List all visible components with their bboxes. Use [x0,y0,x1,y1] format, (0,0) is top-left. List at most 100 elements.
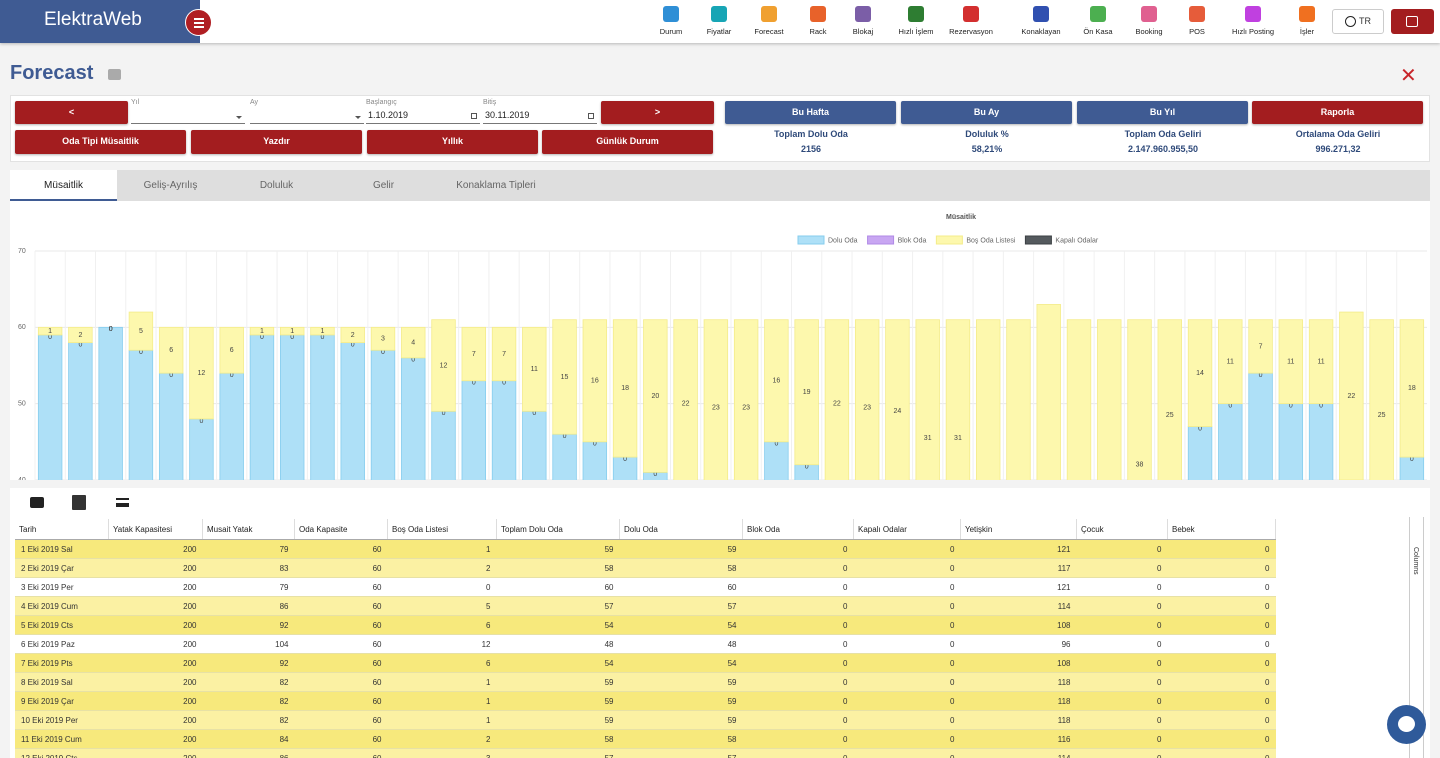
bar-segment [401,357,426,480]
stat-label: Doluluk % [965,129,1009,139]
print-tool[interactable] [30,497,44,508]
table-cell: 1 [387,691,497,711]
column-header[interactable]: Musait Yatak [202,519,295,540]
side-panel[interactable]: Columns [1409,517,1424,758]
language-button[interactable]: TR [1332,9,1384,34]
bar-segment [1187,319,1213,427]
table-row[interactable]: 11 Eki 2019 Cum 200 84 60 2 58 58 0 0 116 0 0 [15,729,1276,749]
bar-segment [158,326,184,374]
menu-button[interactable] [185,9,212,36]
nav-item[interactable]: Forecast [741,6,797,40]
table-row[interactable]: 6 Eki 2019 Paz 200 104 60 12 48 48 0 0 96 0 0 [15,634,1276,654]
data-label: 0 [442,410,446,417]
table-cell: 60 [496,577,620,597]
tab[interactable]: Gelir [372,180,395,191]
table-cell: 0 [853,729,961,749]
nav-item[interactable]: Blokaj [835,6,891,40]
table-cell: 60 [294,539,388,559]
column-header[interactable]: Blok Oda [742,519,854,540]
tab[interactable]: Konaklama Tipleri [456,180,536,191]
table-row[interactable]: 8 Eki 2019 Sal 200 82 60 1 59 59 0 0 118 0 0 [15,672,1276,692]
stat-value: 996.271,32 [1315,144,1361,154]
data-label: 0 [290,334,294,341]
prev-button[interactable]: < [15,101,128,124]
tab[interactable]: Geliş-Ayrılış [143,180,198,191]
chart-title: Müsaitlik [946,214,976,221]
table-cell: 200 [108,729,203,749]
table-row[interactable]: 12 Eki 2019 Cts 200 86 60 3 57 57 0 0 114 0 0 [15,748,1276,758]
table-cell: 59 [496,672,620,692]
table-row[interactable]: 9 Eki 2019 Çar 200 82 60 1 59 59 0 0 118 0 0 [15,691,1276,711]
data-label: 0 [169,372,173,379]
table-cell: 59 [496,539,620,559]
stat-label: Toplam Dolu Oda [774,129,848,139]
nav-icon [1141,6,1157,22]
table-row[interactable]: 4 Eki 2019 Cum 200 86 60 5 57 57 0 0 114 0 0 [15,596,1276,616]
table-cell: 12 Eki 2019 Cts [15,748,109,758]
table-cell: 0 [853,672,961,692]
tab[interactable]: Doluluk [259,180,294,191]
print-icon[interactable] [108,69,121,80]
nav-label: Booking [1135,27,1163,36]
end-field[interactable]: 30.11.2019 [483,110,597,124]
column-header[interactable]: Tarih [15,519,109,540]
period-button[interactable]: Bu Hafta [725,101,896,124]
next-button[interactable]: > [601,101,714,124]
menu-tool[interactable] [116,498,129,507]
data-label: 0 [321,334,325,341]
column-header[interactable]: Boş Oda Listesi [387,519,497,540]
nav-item[interactable]: İşler [1279,6,1335,40]
action-button[interactable]: Yıllık [367,130,538,154]
close-button[interactable]: ✕ [1400,65,1417,87]
year-field[interactable] [131,110,245,124]
nav-item[interactable]: Rack [790,6,846,40]
column-header[interactable]: Yetişkin [960,519,1077,540]
table-cell: 0 [1076,748,1168,758]
table-cell: 60 [294,615,388,635]
start-field[interactable]: 1.10.2019 [366,110,480,124]
period-button[interactable]: Bu Ay [901,101,1072,124]
table-cell: 2 [387,729,497,749]
month-field[interactable] [250,110,364,124]
bar-segment [1248,372,1273,480]
action-button[interactable]: Günlük Durum [542,130,713,154]
bar-segment [522,326,547,412]
tab[interactable]: Müsaitlik [10,170,117,201]
nav-item[interactable]: Fiyatlar [691,6,747,40]
nav-item[interactable]: Hızlı İşlem [888,6,944,40]
column-header[interactable]: Oda Kapasite [294,519,388,540]
data-label: 0 [199,418,203,425]
table-row[interactable]: 10 Eki 2019 Per 200 82 60 1 59 59 0 0 118 0 0 [15,710,1276,730]
column-header[interactable]: Kapalı Odalar [853,519,961,540]
table-row[interactable]: 3 Eki 2019 Per 200 79 60 0 60 60 0 0 121 0 0 [15,577,1276,597]
column-header[interactable]: Çocuk [1076,519,1168,540]
column-header[interactable]: Bebek [1167,519,1276,540]
y-tick-label: 60 [18,324,26,331]
nav-item[interactable]: Ön Kasa [1070,6,1126,40]
side-panel-label: Columns [1412,547,1419,575]
table-row[interactable]: 5 Eki 2019 Cts 200 92 60 6 54 54 0 0 108 0 0 [15,615,1276,635]
brand[interactable]: ElektraWeb [0,0,200,43]
table-cell: 58 [496,558,620,578]
table-row[interactable]: 7 Eki 2019 Pts 200 92 60 6 54 54 0 0 108 0 0 [15,653,1276,673]
nav-item[interactable]: Durum [643,6,699,40]
table-cell: 0 [742,539,854,559]
column-header[interactable]: Dolu Oda [619,519,743,540]
table-row[interactable]: 1 Eki 2019 Sal 200 79 60 1 59 59 0 0 121 0 0 [15,539,1276,559]
chat-button[interactable] [1387,705,1426,744]
action-button[interactable]: Oda Tipi Müsaitlik [15,130,186,154]
period-button[interactable]: Raporla [1252,101,1423,124]
nav-item[interactable]: Hızlı Posting [1225,6,1281,40]
period-button[interactable]: Bu Yıl [1077,101,1248,124]
column-header[interactable]: Toplam Dolu Oda [496,519,620,540]
excel-tool[interactable] [72,495,86,510]
nav-item[interactable]: POS [1169,6,1225,40]
table-row[interactable]: 2 Eki 2019 Çar 200 83 60 2 58 58 0 0 117 0 0 [15,558,1276,578]
nav-item[interactable]: Booking [1121,6,1177,40]
nav-item[interactable]: Konaklayan [1013,6,1069,40]
logout-button[interactable] [1391,9,1434,34]
column-header[interactable]: Yatak Kapasitesi [108,519,203,540]
nav-item[interactable]: Rezervasyon [943,6,999,40]
action-button[interactable]: Yazdır [191,130,362,154]
